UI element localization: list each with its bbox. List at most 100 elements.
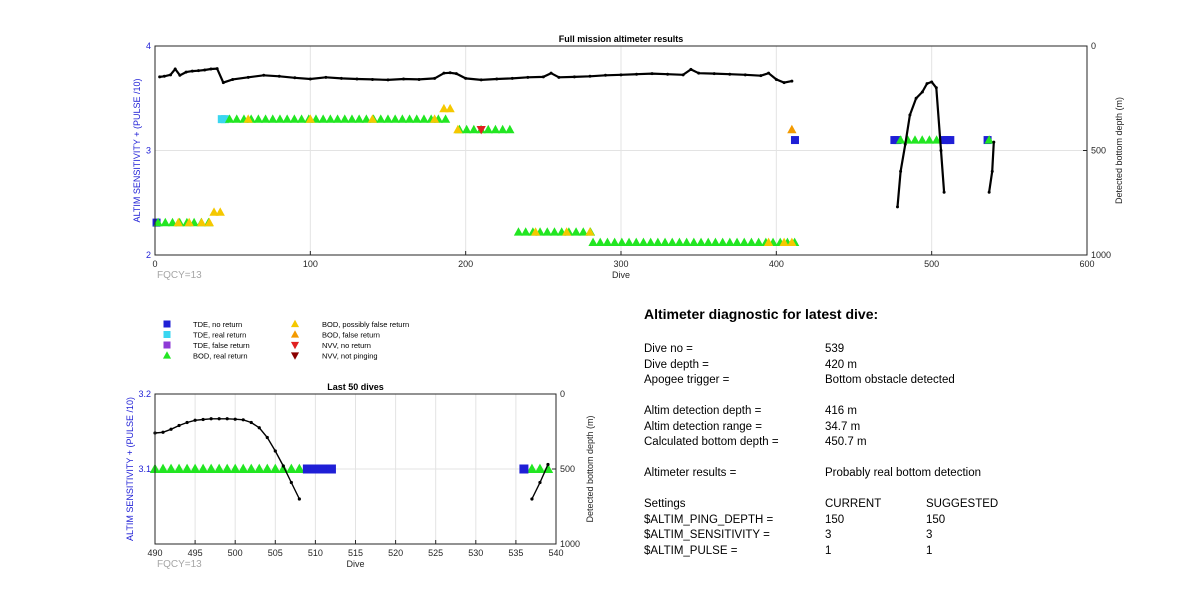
suggested-header: SUGGESTED (926, 498, 999, 510)
bottom-depth-point (161, 430, 165, 434)
bod-real-return-marker (332, 114, 343, 123)
bod-real-return-marker (542, 227, 552, 236)
detection-depth-value: 416 m (825, 405, 857, 417)
dive-depth-label: Dive depth = (644, 358, 709, 371)
bod-real-return-marker (376, 114, 386, 123)
bod-real-return-marker (221, 463, 233, 474)
bod-real-return-marker (754, 237, 764, 247)
bod-real-return-marker (246, 463, 257, 474)
bottom-depth-point (297, 497, 301, 501)
bottom-depth-point (464, 76, 468, 80)
bottom-depth-point (759, 74, 763, 78)
bod-real-return-marker (895, 135, 906, 144)
bottom-depth-point (162, 74, 166, 78)
x-tick-label: 525 (428, 548, 443, 558)
bottom-depth-point (209, 417, 213, 421)
bottom-depth-point (293, 76, 297, 80)
x-tick-label: 600 (1079, 259, 1094, 269)
bod-possibly-false-return-marker (530, 227, 541, 236)
bod-real-return-marker (638, 237, 649, 247)
bod-real-return-marker (521, 227, 531, 236)
tde-no-return-marker (893, 136, 902, 145)
bod-possibly-false-return-marker (367, 114, 378, 123)
bod-real-return-marker (526, 463, 538, 474)
ping-depth-label: $ALTIM_PING_DEPTH = (644, 513, 774, 526)
bod-real-return-marker (660, 237, 670, 247)
bod-possibly-false-return-marker (209, 207, 219, 216)
bottom-depth-point (241, 418, 245, 422)
bottom-depth-point (572, 75, 576, 79)
bottom-depth-point (530, 497, 534, 501)
bod-real-return-marker (325, 114, 335, 123)
bod-real-return-marker (910, 135, 920, 144)
bod-real-return-marker (483, 124, 493, 134)
x-tick-label: 530 (468, 548, 483, 558)
bottom-depth-point (277, 74, 281, 78)
bottom-depth-point (196, 69, 200, 73)
bottom-depth-point (169, 73, 173, 77)
y2-axis-label: Detected bottom depth (m) (1114, 97, 1124, 204)
bod-real-return-marker (296, 114, 307, 123)
bottom-depth-point (689, 67, 693, 71)
dive-depth-value: 420 m (825, 358, 857, 371)
bottom-depth-point (201, 417, 205, 422)
bottom-depth-point (510, 76, 514, 80)
bod-real-return-marker (498, 124, 508, 134)
bottom-depth-point (178, 73, 182, 77)
bottom-depth-point (173, 67, 177, 71)
chart-title: Last 50 dives (327, 382, 384, 392)
x-tick-label: 535 (508, 548, 523, 558)
ping-depth-row: $ALTIM_PING_DEPTH = 150 150 (644, 513, 1164, 529)
bottom-depth-point (987, 190, 991, 194)
bottom-depth-point (767, 71, 771, 75)
bottom-depth-point (190, 69, 194, 73)
bod-real-return-marker (571, 227, 581, 236)
bottom-depth-point (177, 423, 181, 428)
bottom-depth-point (442, 71, 446, 75)
bottom-depth-line (988, 142, 995, 193)
bod-possibly-false-return-marker (215, 207, 225, 216)
bod-real-return-marker (931, 135, 942, 144)
bod-real-return-marker (602, 237, 613, 247)
bottom-depth-point (934, 86, 938, 90)
bod-real-return-marker (412, 114, 422, 123)
bod-real-return-marker (718, 237, 728, 247)
tde-no-return-marker (326, 464, 336, 474)
y2-tick-label: 500 (560, 464, 575, 474)
sensitivity-label: $ALTIM_SENSITIVITY = (644, 529, 770, 541)
bottom-depth-point (666, 72, 670, 76)
y2-tick-label: 1000 (560, 539, 580, 549)
bottom-depth-point (246, 75, 250, 79)
x-tick-label: 520 (388, 548, 403, 558)
bottom-depth-point (681, 73, 685, 77)
bod-real-return-marker (595, 237, 605, 247)
bottom-depth-point (635, 72, 639, 76)
bod-real-return-marker (682, 237, 692, 247)
legend-label: TDE, real return (193, 331, 246, 340)
legend-marker (162, 351, 172, 359)
bod-real-return-marker (286, 463, 297, 474)
bod-real-return-marker (157, 463, 169, 474)
y2-tick-label: 0 (1091, 41, 1096, 51)
bod-false-return-marker (787, 124, 797, 134)
pulse-row: $ALTIM_PULSE = 1 1 (644, 544, 1164, 560)
bottom-depth-point (743, 73, 747, 77)
legend-marker (163, 331, 171, 338)
bod-real-return-marker (270, 463, 281, 474)
bod-possibly-false-return-marker (763, 237, 774, 247)
y2-axis-label: Detected bottom depth (m) (585, 415, 595, 522)
x-tick-label: 200 (458, 259, 473, 269)
bod-possibly-false-return-marker (429, 114, 440, 123)
bod-real-return-marker (160, 217, 170, 227)
legend-label: NVV, not pinging (322, 352, 378, 361)
bod-real-return-marker (294, 463, 305, 474)
bod-possibly-false-return-marker (305, 114, 315, 123)
chart-title: Full mission altimeter results (559, 34, 684, 44)
bod-possibly-false-return-marker (787, 237, 797, 247)
bottom-depth-point (782, 81, 786, 85)
bottom-depth-point (899, 169, 903, 173)
y2-tick-label: 500 (1091, 146, 1106, 156)
bod-real-return-marker (229, 463, 241, 474)
